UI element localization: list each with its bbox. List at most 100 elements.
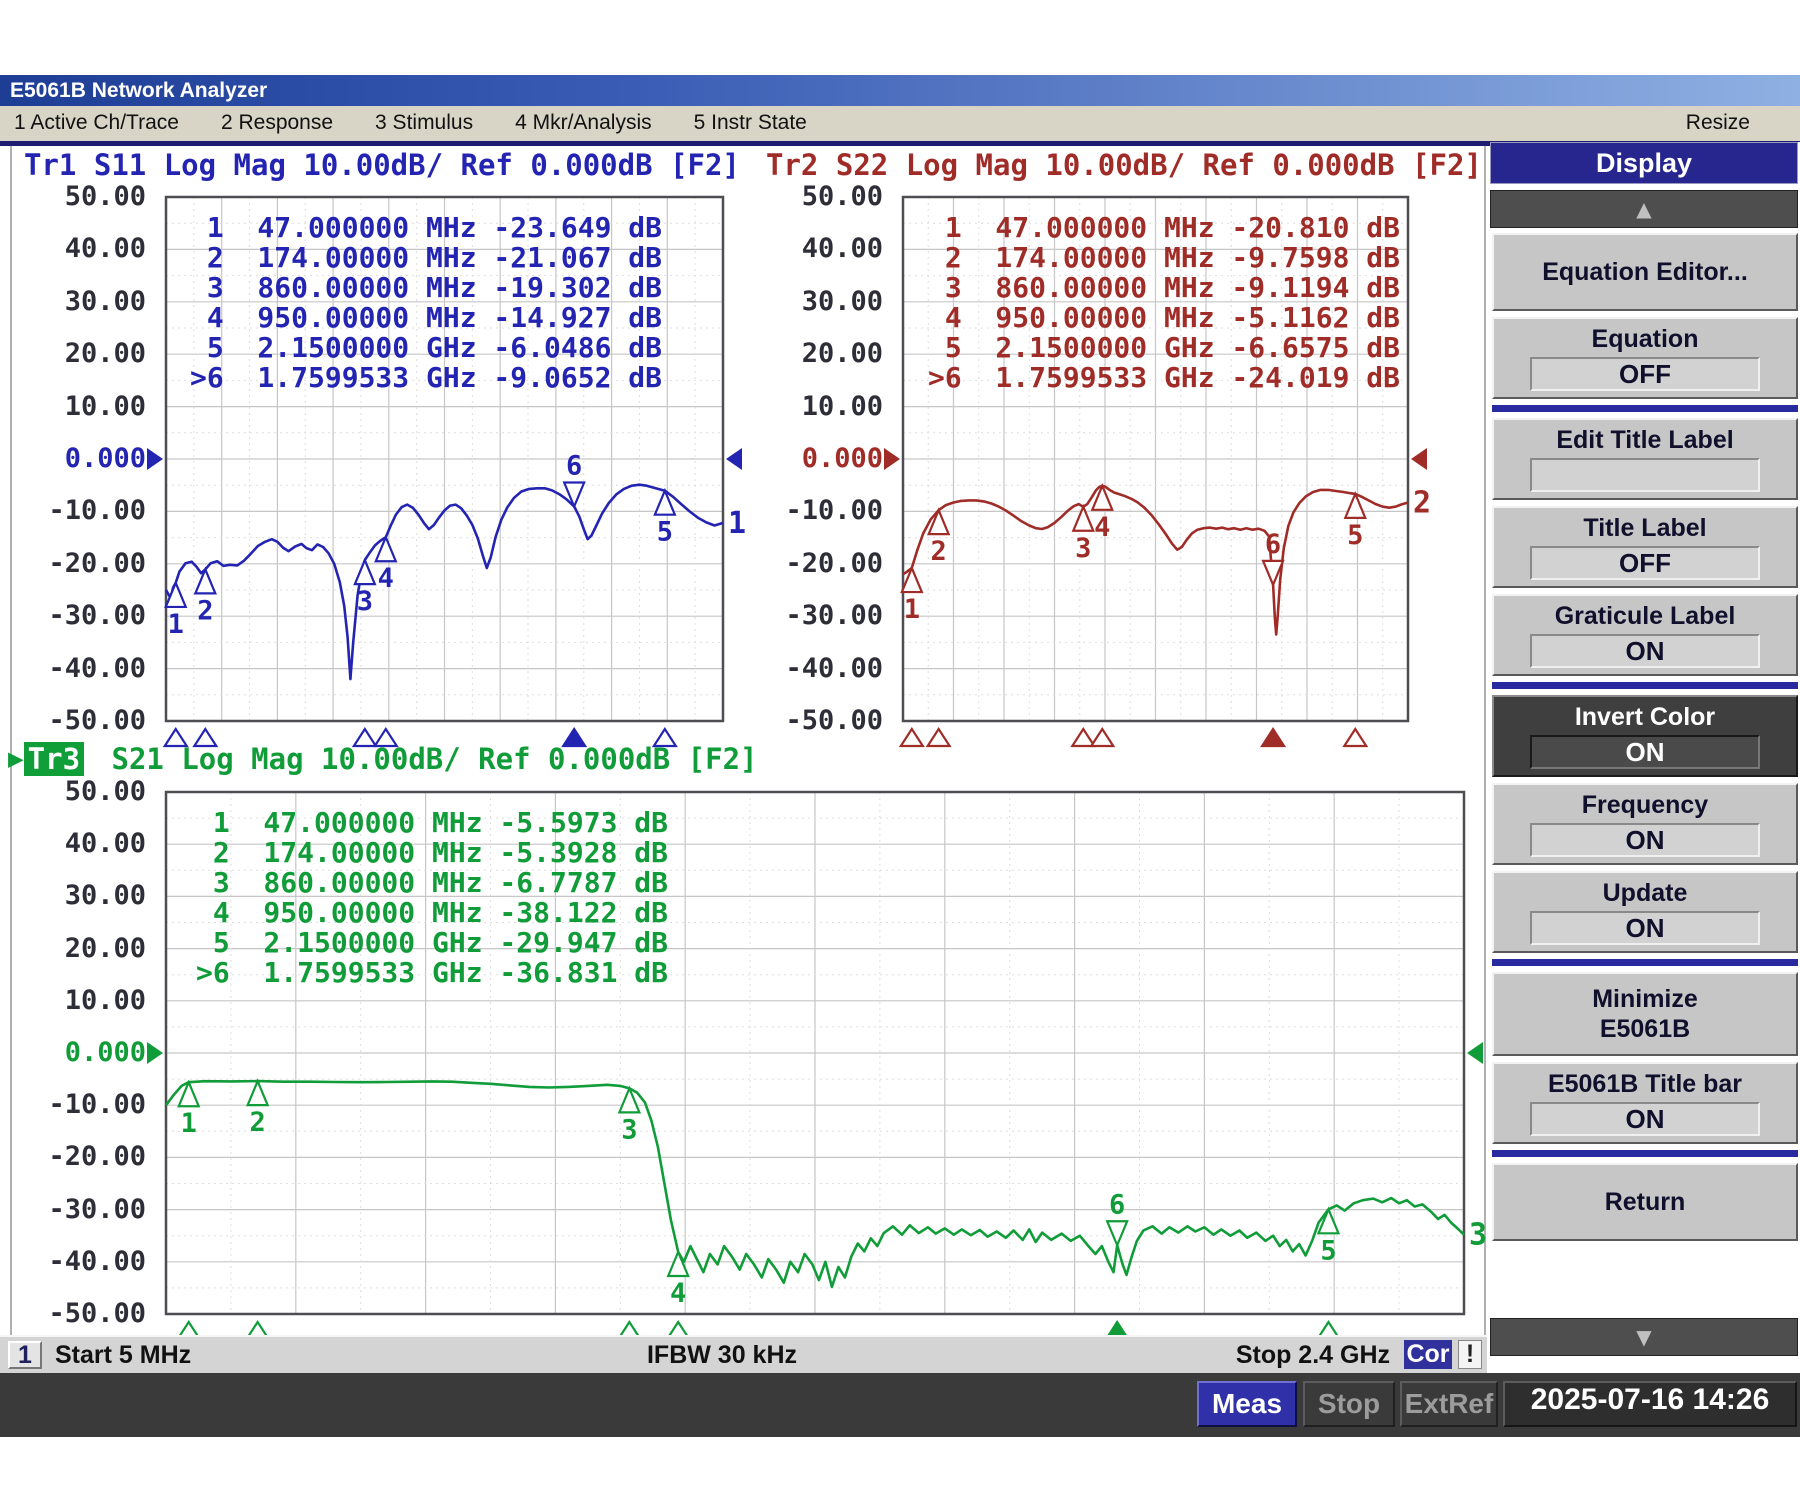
- softkey-title-label[interactable]: Title Label OFF: [1492, 506, 1798, 588]
- tr3-ytick: 20.00: [64, 932, 146, 964]
- marker-readout-row: 5 2.1500000 GHz -6.6575 dB: [928, 331, 1401, 364]
- tr1-ytick: 40.00: [64, 233, 146, 265]
- trace-end-label: 1: [728, 506, 746, 541]
- marker-readout-row: 3 860.00000 MHz -9.1194 dB: [928, 271, 1401, 304]
- marker-number: 5: [657, 517, 673, 548]
- window-title: E5061B Network Analyzer: [10, 79, 268, 102]
- down-arrow-icon: ▼: [1636, 1325, 1652, 1349]
- marker-readout-row: >6 1.7599533 GHz -9.0652 dB: [190, 361, 663, 394]
- menu-item-4[interactable]: 4 Mkr/Analysis: [515, 111, 652, 134]
- marker-triangle: [617, 1085, 642, 1114]
- tr2-header[interactable]: Tr2 S22 Log Mag 10.00dB/ Ref 0.000dB [F2…: [766, 148, 1482, 182]
- softkey-divider: [1492, 1150, 1798, 1157]
- marker-axis-triangle: [192, 726, 219, 748]
- marker-number: 1: [904, 594, 920, 625]
- ref-level-right-arrow-icon: [726, 448, 742, 470]
- softkey-graticule-label[interactable]: Graticule Label ON: [1492, 594, 1798, 676]
- tr2-ytick: 50.00: [801, 181, 883, 212]
- tr1-ytick: 50.00: [64, 181, 146, 212]
- marker-axis-triangle: [162, 726, 189, 748]
- marker-triangle: [177, 1079, 201, 1108]
- softkey-frequency[interactable]: Frequency ON: [1492, 783, 1798, 865]
- marker-number: 6: [566, 451, 582, 482]
- tr3-ytick: 40.00: [64, 828, 146, 860]
- ifbw-label: IFBW 30 kHz: [646, 1341, 798, 1369]
- softkey-equation-editor[interactable]: Equation Editor...: [1492, 233, 1798, 311]
- tr3-chart-canvas: 1 2 3 4 5 6 3: [147, 790, 1487, 1341]
- softkey-invert-color[interactable]: Invert Color ON: [1492, 695, 1798, 777]
- tr1-ytick: 10.00: [64, 390, 146, 422]
- tr3-ytick: -50.00: [48, 1298, 146, 1329]
- tr1-name: Tr1: [24, 148, 77, 182]
- tr1-ytick: 0.000: [64, 443, 146, 474]
- tr2-format: S22 Log Mag 10.00dB/ Ref 0.000dB [F2]: [835, 148, 1482, 182]
- tr1-header[interactable]: Tr1 S11 Log Mag 10.00dB/ Ref 0.000dB [F2…: [24, 148, 740, 182]
- menu-item-2[interactable]: 2 Response: [220, 111, 334, 134]
- sweep-stop-indicator: Stop: [1303, 1381, 1395, 1427]
- marker-axis-triangle: [1089, 726, 1116, 748]
- marker-readout-row: 2 174.00000 MHz -9.7598 dB: [928, 241, 1401, 274]
- softkey-equation[interactable]: Equation OFF: [1492, 317, 1798, 399]
- marker-axis-triangle: [1342, 726, 1369, 748]
- marker-axis-triangle: [898, 726, 925, 748]
- menu-resize[interactable]: Resize: [1685, 111, 1750, 134]
- menu-items: 1 Active Ch/Trace 2 Response 3 Stimulus 4 M…: [0, 111, 835, 134]
- channel-button[interactable]: 1: [8, 1341, 42, 1369]
- marker-triangle: [1071, 503, 1095, 532]
- tr3-header[interactable]: ▶ Tr3 S21 Log Mag 10.00dB/ Ref 0.000dB [F…: [8, 742, 758, 776]
- tr3-ytick: 50.00: [64, 776, 146, 807]
- softkey-buttons: Equation Editor... Equation OFF Edit Title …: [1492, 233, 1798, 1241]
- menu-item-5[interactable]: 5 Instr State: [693, 111, 807, 134]
- marker-readout-row: 4 950.00000 MHz -38.122 dB: [196, 896, 669, 929]
- softkey-title-bar[interactable]: E5061B Title bar ON: [1492, 1062, 1798, 1144]
- softkey-minimize[interactable]: Minimize E5061B: [1492, 972, 1798, 1056]
- marker-triangle: [164, 580, 188, 609]
- menu-item-3[interactable]: 3 Stimulus: [375, 111, 474, 134]
- marker-triangle: [666, 1249, 690, 1278]
- softkey-label: Invert Color: [1574, 703, 1716, 731]
- softkey-update[interactable]: Update ON: [1492, 871, 1798, 953]
- tr2-ytick: -20.00: [785, 547, 883, 579]
- tr1-ytick: 30.00: [64, 285, 146, 317]
- active-trace-arrow-icon: ▶: [8, 744, 24, 774]
- tr2-ytick: 40.00: [801, 233, 883, 265]
- marker-axis-triangle: [372, 726, 399, 748]
- marker-triangle: [353, 557, 377, 586]
- tr1-ytick: 20.00: [64, 338, 146, 370]
- marker-number: 6: [1109, 1189, 1125, 1220]
- marker-triangle: [245, 1078, 270, 1107]
- menu-item-1[interactable]: 1 Active Ch/Trace: [14, 111, 179, 134]
- marker-number: 5: [1347, 520, 1363, 551]
- tr1-ytick: -40.00: [48, 652, 146, 684]
- softkey-edit-title-label[interactable]: Edit Title Label: [1492, 418, 1798, 500]
- tr2-ytick: 30.00: [801, 285, 883, 317]
- extref-indicator: ExtRef: [1400, 1381, 1498, 1427]
- tr3-format: S21 Log Mag 10.00dB/ Ref 0.000dB [F2]: [94, 742, 758, 776]
- tr1-marker-table: 1 47.000000 MHz -23.649 dB 2 174.00000 M…: [190, 213, 662, 393]
- app-top-border: [0, 141, 1800, 146]
- marker-number: 4: [670, 1278, 686, 1309]
- marker-readout-row: 4 950.00000 MHz -5.1162 dB: [928, 301, 1401, 334]
- marker-triangle: [1090, 482, 1114, 511]
- softkey-label: Equation Editor...: [1542, 257, 1748, 286]
- marker-number: 3: [357, 586, 373, 617]
- window-title-bar[interactable]: E5061B Network Analyzer: [0, 75, 1800, 106]
- softkey-return[interactable]: Return: [1492, 1163, 1798, 1241]
- softkey-scroll-up-button[interactable]: ▲: [1490, 190, 1798, 228]
- marker-readout-row: 1 47.000000 MHz -23.649 dB: [190, 211, 663, 244]
- marker-triangle: [374, 534, 398, 563]
- softkey-label: Update: [1602, 879, 1688, 907]
- marker-axis-triangle: [1070, 726, 1097, 748]
- tr2-ytick: 20.00: [801, 338, 883, 370]
- marker-readout-row: 2 174.00000 MHz -21.067 dB: [190, 241, 663, 274]
- marker-readout-row: 4 950.00000 MHz -14.927 dB: [190, 301, 663, 334]
- stop-frequency-label: Stop 2.4 GHz: [1235, 1341, 1390, 1369]
- trace-end-label: 3: [1469, 1218, 1487, 1253]
- tr2-chart-canvas: 12 34 562: [884, 195, 1431, 748]
- marker-number: 1: [168, 609, 184, 640]
- softkey-scroll-down-button[interactable]: ▼: [1490, 1318, 1798, 1356]
- marker-number: 6: [1265, 529, 1281, 560]
- display-left-border: [10, 146, 12, 1335]
